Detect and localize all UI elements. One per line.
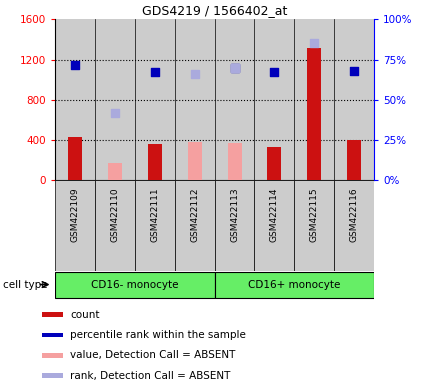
Text: count: count: [71, 310, 100, 320]
Bar: [334, 19, 374, 180]
Text: cell type: cell type: [3, 280, 48, 290]
Bar: [42, 333, 63, 337]
Bar: [294, 19, 334, 180]
Text: rank, Detection Call = ABSENT: rank, Detection Call = ABSENT: [71, 371, 231, 381]
Bar: [294, 180, 334, 271]
Point: [311, 40, 317, 46]
Point: [72, 61, 79, 68]
Bar: [255, 180, 294, 271]
Text: GSM422112: GSM422112: [190, 188, 199, 242]
Bar: [227, 143, 241, 180]
Bar: [215, 19, 255, 180]
Point: [191, 71, 198, 77]
Bar: [188, 142, 202, 180]
Bar: [255, 19, 294, 180]
Point: [351, 68, 357, 74]
Point: [231, 65, 238, 71]
Text: GSM422109: GSM422109: [71, 188, 79, 242]
Bar: [215, 180, 255, 271]
Text: percentile rank within the sample: percentile rank within the sample: [71, 330, 246, 340]
Bar: [148, 144, 162, 180]
Point: [112, 110, 119, 116]
Bar: [95, 19, 135, 180]
Bar: [334, 180, 374, 271]
Bar: [68, 137, 82, 180]
Text: CD16- monocyte: CD16- monocyte: [91, 280, 178, 290]
Text: GSM422113: GSM422113: [230, 188, 239, 242]
Bar: [175, 180, 215, 271]
Bar: [347, 140, 361, 180]
Text: GSM422114: GSM422114: [270, 188, 279, 242]
Bar: [267, 147, 281, 180]
Bar: [42, 353, 63, 358]
Bar: [108, 163, 122, 180]
Bar: [135, 19, 175, 180]
Bar: [175, 19, 215, 180]
Text: GSM422110: GSM422110: [110, 188, 119, 242]
Bar: [215, 272, 374, 298]
Text: GSM422111: GSM422111: [150, 188, 159, 242]
Bar: [95, 180, 135, 271]
Title: GDS4219 / 1566402_at: GDS4219 / 1566402_at: [142, 3, 287, 17]
Bar: [42, 313, 63, 317]
Text: CD16+ monocyte: CD16+ monocyte: [248, 280, 340, 290]
Bar: [55, 19, 95, 180]
Text: value, Detection Call = ABSENT: value, Detection Call = ABSENT: [71, 350, 236, 360]
Point: [231, 65, 238, 71]
Bar: [55, 180, 95, 271]
Bar: [42, 373, 63, 378]
Text: GSM422116: GSM422116: [350, 188, 359, 242]
Bar: [135, 180, 175, 271]
Text: GSM422115: GSM422115: [310, 188, 319, 242]
Bar: [55, 272, 215, 298]
Point: [151, 68, 158, 74]
Bar: [307, 48, 321, 180]
Point: [271, 68, 278, 74]
